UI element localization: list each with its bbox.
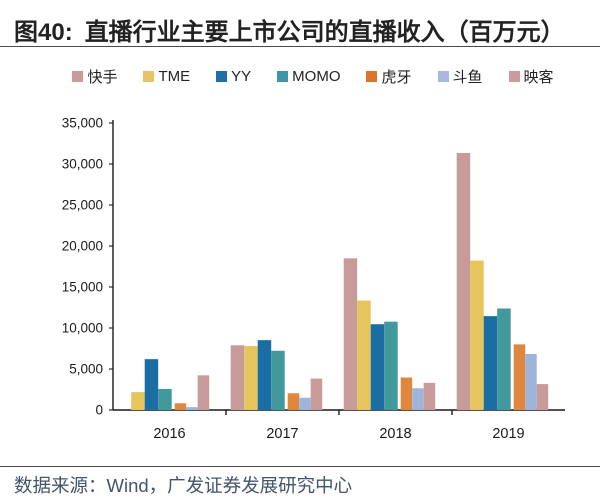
svg-text:30,000: 30,000 xyxy=(62,157,103,172)
svg-text:2019: 2019 xyxy=(492,426,524,442)
svg-text:2017: 2017 xyxy=(266,426,298,442)
svg-text:5,000: 5,000 xyxy=(69,362,103,377)
svg-text:15,000: 15,000 xyxy=(62,280,103,295)
svg-text:35,000: 35,000 xyxy=(62,116,103,131)
svg-text:0: 0 xyxy=(95,403,103,418)
svg-text:2016: 2016 xyxy=(153,426,185,442)
svg-text:25,000: 25,000 xyxy=(62,198,103,213)
svg-text:20,000: 20,000 xyxy=(62,239,103,254)
svg-text:2018: 2018 xyxy=(379,426,411,442)
svg-text:10,000: 10,000 xyxy=(62,321,103,336)
